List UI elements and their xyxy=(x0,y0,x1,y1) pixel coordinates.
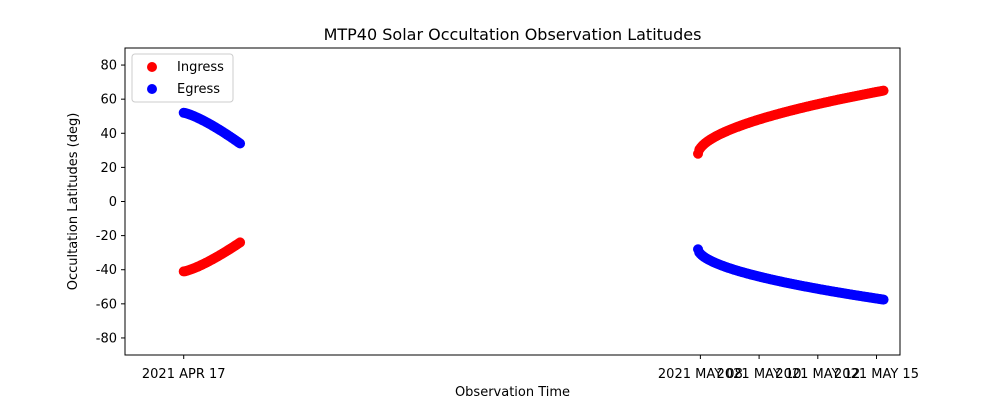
plot-frame xyxy=(124,47,901,356)
x-tick-label: 2021 MAY 12 xyxy=(775,367,860,382)
y-tick-label: -40 xyxy=(96,263,117,278)
legend-label-egress: Egress xyxy=(177,82,220,97)
x-tick-label: 2021 APR 17 xyxy=(142,367,226,382)
data-point-egress xyxy=(878,294,889,305)
legend: Ingress Egress xyxy=(131,53,234,103)
y-tick-label: 40 xyxy=(100,127,117,142)
y-tick-label: 80 xyxy=(100,59,117,74)
y-tick-label: 0 xyxy=(109,195,117,210)
y-axis-label: Occultation Latitudes (deg) xyxy=(66,113,81,291)
x-axis-label: Observation Time xyxy=(455,385,570,400)
y-tick-label: -60 xyxy=(96,297,117,312)
point-layer xyxy=(178,85,889,305)
y-tick-label: 20 xyxy=(100,161,117,176)
x-tick-label: 2021 MAY 08 xyxy=(658,367,743,382)
chart-title: MTP40 Solar Occultation Observation Lati… xyxy=(324,25,702,44)
data-point-ingress xyxy=(878,85,889,96)
y-tick-label: -20 xyxy=(96,229,117,244)
y-tick-label: 60 xyxy=(100,93,117,108)
x-tick-label: 2021 MAY 10 xyxy=(717,367,802,382)
tick-layer: -80 -60 -40 -20 0 20 40 60 80 2021 APR 17 2021 MAY… xyxy=(96,59,919,382)
legend-label-ingress: Ingress xyxy=(177,60,224,75)
legend-marker-ingress xyxy=(147,62,157,72)
legend-marker-egress xyxy=(147,84,157,94)
y-tick-label: -80 xyxy=(96,331,117,346)
legend-box xyxy=(131,53,234,103)
x-tick-label: 2021 MAY 15 xyxy=(834,367,919,382)
data-point-egress xyxy=(235,138,246,149)
data-point-ingress xyxy=(235,237,246,248)
